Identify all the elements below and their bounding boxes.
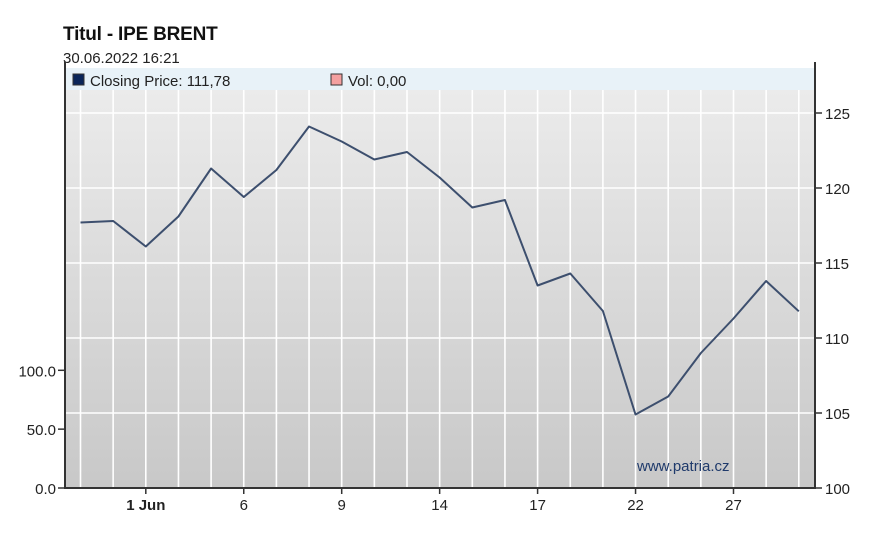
x-axis-label: 22 (627, 497, 644, 514)
legend-closing-price: Closing Price: 111,78 (90, 73, 230, 90)
right-axis-label: 105 (825, 406, 850, 423)
right-axis-label: 110 (825, 331, 849, 348)
x-axis-label: 14 (431, 497, 448, 514)
plot-area (66, 68, 815, 488)
grid-lines (66, 90, 815, 488)
x-axis-label: 17 (529, 497, 546, 514)
x-axis-label: 27 (725, 497, 742, 514)
chart-title: Titul - IPE BRENT (63, 24, 218, 45)
right-axis-label: 120 (825, 181, 850, 198)
right-axis-label: 115 (825, 256, 849, 273)
legend-band (66, 68, 815, 90)
left-axis-label: 50.0 (27, 422, 56, 439)
axis-ticks: 100 105 110 115 120 125 0.0 50.0 100.0 1 Jun 6 9 14 1… (18, 106, 850, 514)
chart-timestamp: 30.06.2022 16:21 (63, 50, 180, 67)
legend-vol: Vol: 0,00 (348, 73, 406, 90)
left-axis-label: 100.0 (18, 363, 56, 380)
left-axis-label: 0.0 (35, 481, 56, 498)
watermark: www.patria.cz (636, 458, 730, 475)
square-icon (72, 73, 85, 86)
closing-price-series (80, 125, 800, 416)
legend: Closing Price: 111,78 Vol: 0,00 (72, 73, 406, 90)
square-icon (330, 73, 343, 86)
x-axis-label: 6 (240, 497, 248, 514)
x-axis-label: 9 (338, 497, 346, 514)
x-axis-label: 1 Jun (126, 497, 165, 514)
right-axis-label: 125 (825, 106, 850, 123)
closing-price-line (80, 125, 800, 416)
right-axis-label: 100 (825, 481, 850, 498)
